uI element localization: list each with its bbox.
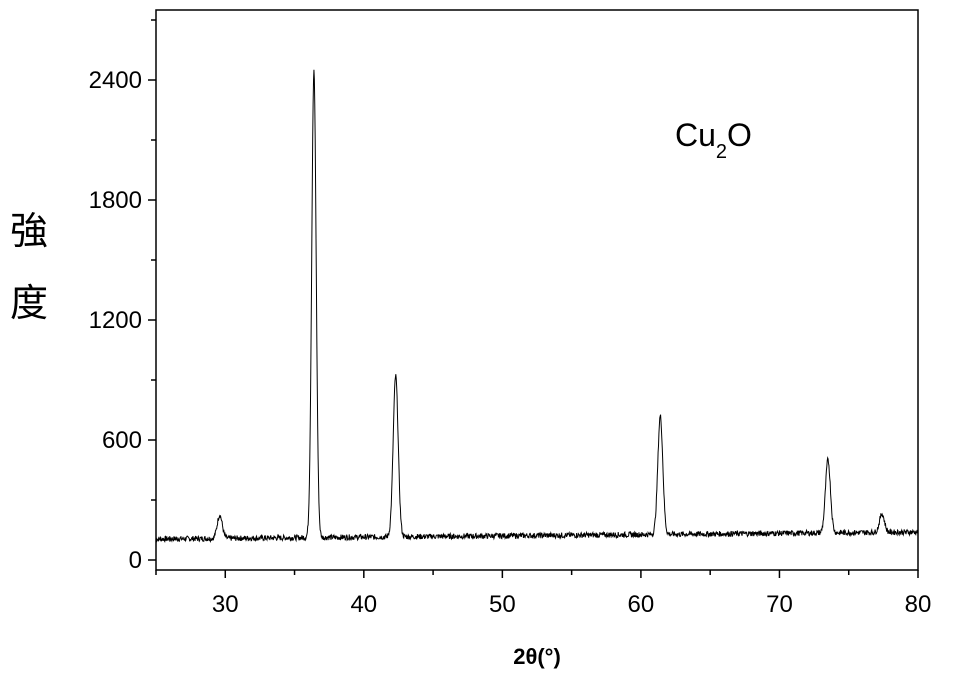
y-axis-label-char-2: 度: [10, 281, 49, 325]
x-axis-ticks: 30 40 50 60 70 80: [155, 570, 932, 618]
x-tick-label: 70: [766, 591, 793, 618]
x-tick-label: 40: [350, 591, 377, 618]
y-tick-label: 2400: [89, 67, 142, 94]
x-tick-label: 60: [628, 591, 655, 618]
y-tick-label: 1800: [89, 187, 142, 214]
plot-frame: [155, 9, 919, 571]
x-axis-label: 2θ(°): [513, 644, 561, 669]
y-tick-label: 600: [102, 427, 142, 454]
y-tick-label: 0: [129, 547, 142, 574]
x-tick-label: 30: [212, 591, 239, 618]
x-tick-label: 80: [905, 591, 932, 618]
y-axis-label-char-1: 強: [10, 209, 49, 253]
x-tick-label: 50: [489, 591, 516, 618]
y-axis-ticks: 0 600 1200 1800 2400: [89, 19, 156, 574]
compound-annotation: Cu2O: [675, 117, 752, 163]
annotation-main: Cu: [675, 117, 716, 153]
diffraction-series-line: [155, 69, 919, 544]
y-tick-label: 1200: [89, 307, 142, 334]
annotation-tail: O: [727, 117, 752, 153]
annotation-subscript: 2: [716, 141, 727, 163]
